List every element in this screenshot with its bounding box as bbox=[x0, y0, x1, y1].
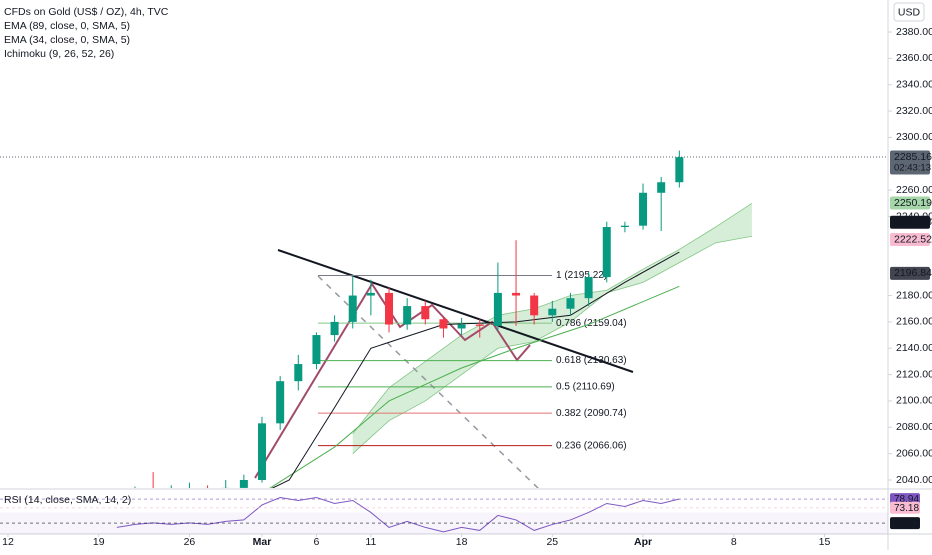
y-tick-label: 2340.00 bbox=[896, 79, 932, 91]
fib-label: 0.236 (2066.06) bbox=[556, 440, 627, 451]
y-tick-label: 2080.00 bbox=[896, 421, 932, 433]
y-tick-label: 2060.00 bbox=[896, 447, 932, 459]
fib-label: 0.618 (2130.63) bbox=[556, 355, 627, 366]
candle-body bbox=[584, 277, 593, 299]
price-tag bbox=[890, 215, 930, 229]
x-tick-label: 25 bbox=[546, 536, 558, 548]
candle-body bbox=[385, 292, 394, 325]
candle-body bbox=[620, 225, 629, 228]
rsi-layer bbox=[0, 496, 888, 534]
currency-box[interactable] bbox=[893, 2, 925, 22]
x-tick-label: 26 bbox=[184, 536, 196, 548]
y-tick-label: 2260.00 bbox=[896, 184, 932, 196]
legend: CFDs on Gold (US$ / OZ), 4h, TVC EMA (89… bbox=[4, 6, 169, 506]
y-tick-label: 2120.00 bbox=[896, 368, 932, 380]
x-tick-label: 11 bbox=[365, 536, 376, 548]
candle-body bbox=[530, 295, 539, 316]
candle-body bbox=[457, 324, 466, 329]
fib-label: 1 (2195.22) bbox=[556, 270, 607, 281]
y-tick-label: 2140.00 bbox=[896, 342, 932, 354]
candle-body bbox=[548, 308, 557, 316]
trendline bbox=[277, 249, 634, 373]
x-tick-label: Apr bbox=[634, 536, 652, 548]
legend-rsi: RSI (14, close, SMA, 14, 2) bbox=[4, 494, 131, 506]
price-tag bbox=[890, 266, 930, 280]
candle-body bbox=[675, 157, 684, 183]
rsi-tag-label: 78.94 bbox=[894, 494, 919, 505]
price-tag-label: 2222.52 bbox=[894, 233, 932, 245]
candle-body bbox=[403, 306, 412, 325]
axis-layer: 2380.00 2360.00 2340.00 2320.00 2300.00 2260.… bbox=[2, 26, 932, 548]
candle-body bbox=[493, 292, 502, 326]
countdown: 02:43:13 bbox=[894, 162, 931, 173]
candle-body bbox=[366, 292, 375, 296]
rsi-tag-label: 73.18 bbox=[894, 503, 919, 514]
candle-body bbox=[330, 321, 339, 336]
price-tag-label: 2235.58 bbox=[894, 216, 932, 228]
x-tick-label: 8 bbox=[731, 536, 737, 548]
y-tick-label: 2100.00 bbox=[896, 395, 932, 407]
x-tick-label: 19 bbox=[93, 536, 105, 548]
y-tick-label: 2320.00 bbox=[896, 105, 932, 117]
y-tick-label: 2160.00 bbox=[896, 316, 932, 328]
legend-ema89: EMA (89, close, 0, SMA, 5) bbox=[4, 20, 130, 32]
candle-body bbox=[475, 324, 484, 326]
price-tag-label: 2285.16 bbox=[894, 151, 932, 163]
candle-body bbox=[221, 487, 230, 488]
ichimoku-cloud bbox=[352, 203, 752, 454]
fib-label: 0.382 (2090.74) bbox=[556, 408, 627, 419]
y-tick-label: 2360.00 bbox=[896, 52, 932, 64]
legend-ichimoku: Ichimoku (9, 26, 52, 26) bbox=[4, 48, 114, 60]
y-tick-label: 2380.00 bbox=[896, 26, 932, 38]
candle-body bbox=[294, 364, 303, 382]
candle-body bbox=[512, 292, 521, 296]
candle-body bbox=[639, 192, 648, 226]
ema-line bbox=[269, 285, 680, 488]
y-tick-label: 2300.00 bbox=[896, 131, 932, 143]
x-tick-label: Mar bbox=[253, 536, 272, 548]
price-tag bbox=[890, 196, 930, 210]
price-tag-label: 2250.19 bbox=[894, 197, 932, 209]
candle-body bbox=[258, 423, 267, 481]
rsi-line bbox=[116, 496, 680, 533]
candle-body bbox=[239, 480, 248, 488]
cloud-edge bbox=[352, 235, 752, 454]
candle-body bbox=[276, 381, 285, 424]
zigzag bbox=[254, 282, 531, 479]
x-tick-label: 18 bbox=[456, 536, 468, 548]
x-tick-label: 15 bbox=[819, 536, 831, 548]
y-tick-label: 2180.00 bbox=[896, 289, 932, 301]
candle-body bbox=[566, 298, 575, 309]
candle-body bbox=[439, 319, 448, 329]
price-tag bbox=[890, 150, 930, 175]
candle-body bbox=[312, 335, 321, 365]
candle-body bbox=[421, 306, 430, 320]
candle-layer bbox=[134, 150, 684, 488]
currency: USD bbox=[898, 6, 921, 18]
legend-symbol: CFDs on Gold (US$ / OZ), 4h, TVC bbox=[4, 6, 169, 18]
rsi-tag-label: 62.83 bbox=[894, 518, 919, 529]
legend-ema34: EMA (34, close, 0, SMA, 5) bbox=[4, 34, 130, 46]
candle-body bbox=[657, 182, 666, 193]
candle-body bbox=[348, 295, 357, 322]
rsi-tag bbox=[890, 501, 920, 514]
x-tick-label: 6 bbox=[314, 536, 320, 548]
price-tag-label: 2196.84 bbox=[894, 267, 932, 279]
fib-label: 0.5 (2110.69) bbox=[556, 382, 615, 393]
x-tick-label: 12 bbox=[2, 536, 14, 548]
rsi-tag bbox=[890, 517, 920, 530]
candle-body bbox=[602, 227, 611, 278]
price-tag bbox=[890, 233, 930, 247]
y-tick-label: 2040.00 bbox=[896, 474, 932, 486]
